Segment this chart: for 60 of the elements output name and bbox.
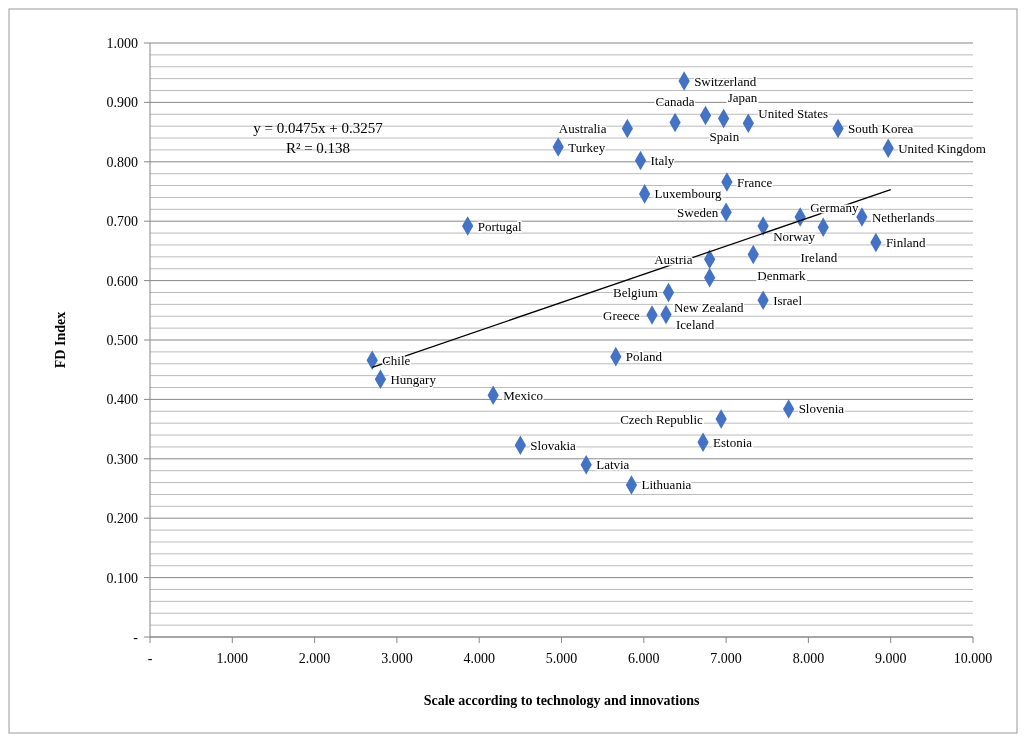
x-tick-label: 4.000 [463, 651, 495, 666]
annotation: Luxembourg [654, 186, 723, 202]
annotation: Estonia [713, 434, 753, 450]
y-tick-label: 0.600 [106, 273, 138, 289]
x-tick-label: - [147, 651, 153, 666]
annotation: Finland [885, 235, 927, 251]
y-tick-label: - [133, 629, 139, 645]
y-tick-label: 0.800 [106, 154, 138, 170]
annotation: Greece [603, 307, 641, 323]
y-tick-label: 0.100 [106, 570, 138, 586]
x-tick-label: 5.000 [545, 651, 578, 666]
y-tick-label: 0.300 [106, 451, 138, 467]
annotation: Denmark [757, 268, 807, 284]
annotation: Iceland [676, 317, 715, 333]
x-tick-label: 7.000 [710, 651, 742, 666]
annotation: Portugal [477, 218, 523, 234]
annotation: Switzerland [694, 73, 757, 89]
y-tick-label: 0.200 [106, 511, 138, 527]
y-tick-label: 0.400 [106, 392, 138, 408]
y-tick-label: 1.000 [106, 35, 138, 51]
annotation: Norway [773, 228, 816, 244]
annotation: Slovenia [798, 401, 845, 417]
y-tick-label: 0.500 [106, 332, 138, 348]
x-tick-label: 2.000 [298, 651, 331, 666]
x-tick-label: 3.000 [381, 651, 413, 666]
y-tick-label: 0.900 [106, 95, 138, 111]
annotation: Turkey [568, 139, 606, 155]
annotation: Czech Republic [620, 411, 704, 427]
x-tick-label: 1.000 [216, 651, 249, 666]
annotation: y = 0.0475x + 0.3257 [253, 120, 384, 136]
annotation: United States [758, 105, 829, 121]
annotation: Mexico [503, 387, 543, 403]
annotation: Poland [625, 349, 663, 365]
annotation: Italy [650, 153, 675, 169]
annotation: R² = 0.138 [285, 140, 351, 156]
annotation: New Zealand [673, 300, 745, 316]
y-axis-title: FD Index [53, 311, 68, 369]
annotation: Spain [709, 129, 740, 145]
annotation: Sweden [677, 204, 719, 220]
annotation: France [736, 174, 773, 190]
x-tick-label: 8.000 [792, 651, 825, 666]
x-tick-label: 6.000 [628, 651, 660, 666]
annotation: Belgium [612, 285, 658, 301]
annotation: Netherlands [871, 209, 935, 225]
annotation: Slovakia [530, 437, 577, 453]
annotation: Australia [558, 121, 607, 137]
annotation: Israel [773, 292, 803, 308]
x-axis-title: Scale according to technology and innovations [423, 693, 700, 708]
annotation: South Korea [848, 121, 914, 137]
annotation: Latvia [596, 457, 630, 473]
annotation: Lithuania [641, 477, 692, 493]
annotation: Canada [655, 94, 695, 110]
annotation: Ireland [800, 249, 838, 265]
annotation: United Kingdom [898, 140, 986, 156]
annotation: Japan [727, 89, 758, 105]
y-tick-label: 0.700 [106, 214, 138, 230]
x-tick-label: 10.000 [953, 651, 993, 666]
annotation: Hungary [390, 371, 437, 387]
x-tick-label: 9.000 [874, 651, 907, 666]
annotation: Austria [654, 251, 693, 267]
